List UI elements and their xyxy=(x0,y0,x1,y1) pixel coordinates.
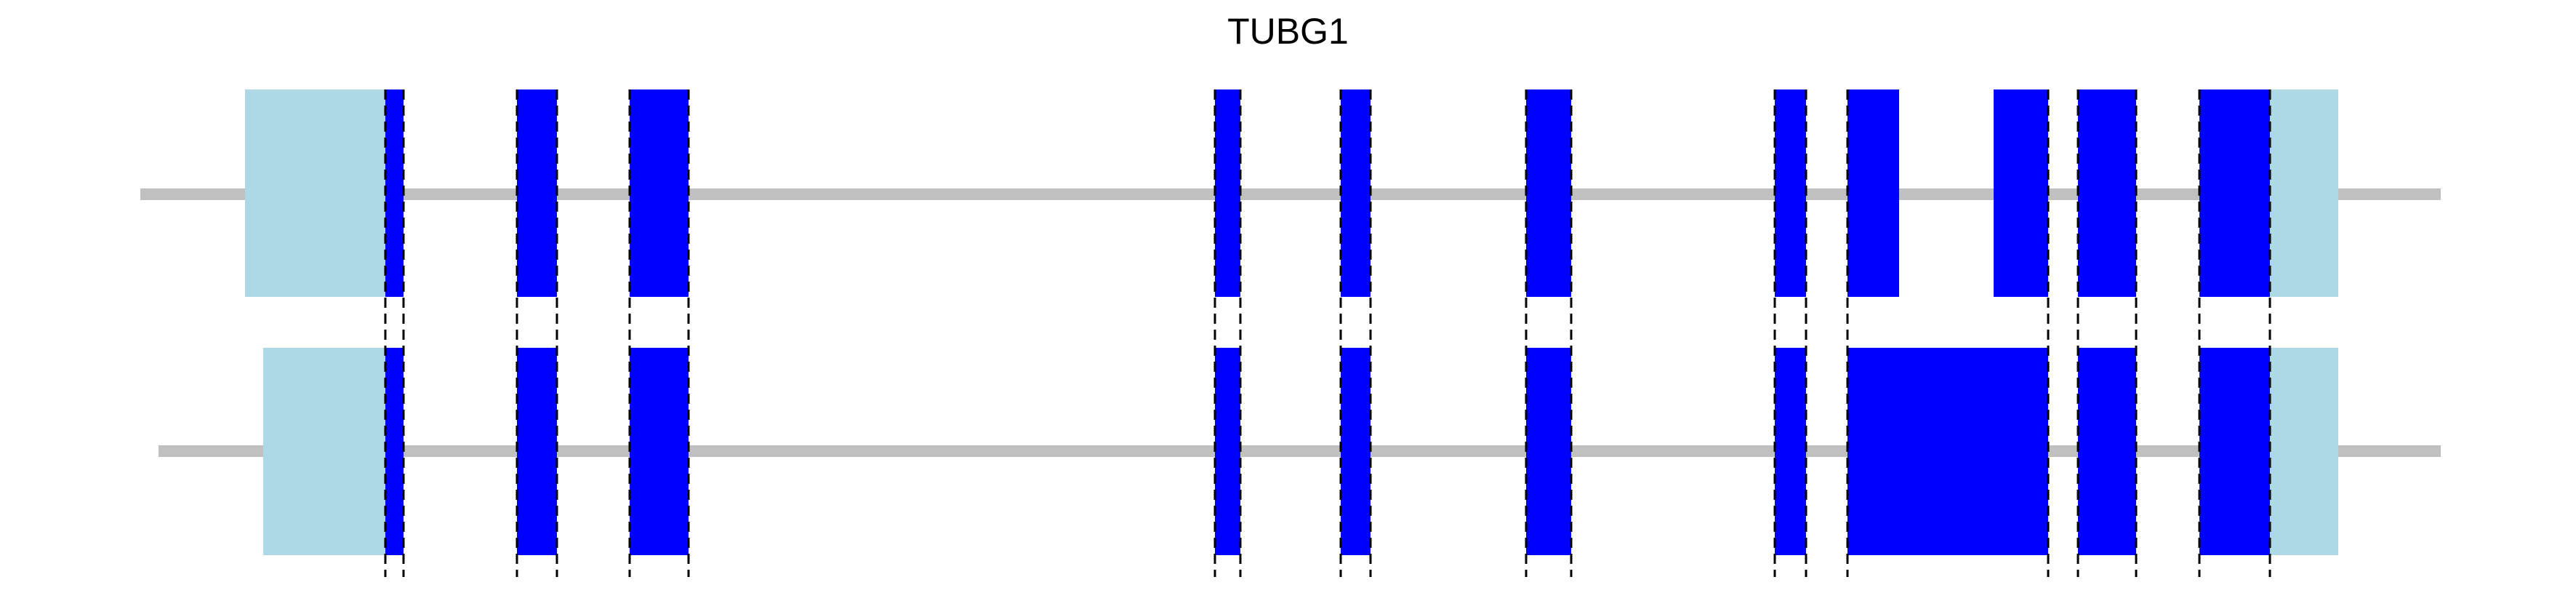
coding-exon xyxy=(1847,89,1899,297)
coding-exon xyxy=(2078,89,2136,297)
coding-exon xyxy=(630,89,689,297)
transcript-2 xyxy=(159,348,2441,555)
coding-exon xyxy=(1215,348,1240,555)
transcript-tracks xyxy=(140,89,2441,555)
coding-exon xyxy=(1526,348,1571,555)
coding-exon xyxy=(385,89,404,297)
exon-boundary-guides xyxy=(384,89,2271,577)
coding-exon xyxy=(1341,89,1371,297)
utr-block xyxy=(263,348,385,555)
coding-exon xyxy=(2199,348,2270,555)
coding-exon xyxy=(1341,348,1371,555)
coding-exon xyxy=(517,348,557,555)
coding-exon xyxy=(517,89,557,297)
coding-exon xyxy=(1775,89,1806,297)
coding-exon xyxy=(2199,89,2270,297)
utr-block xyxy=(245,89,385,297)
transcript-1 xyxy=(140,89,2441,297)
coding-exon xyxy=(385,348,404,555)
coding-exon xyxy=(1994,89,2048,297)
utr-block xyxy=(2270,89,2338,297)
coding-exon xyxy=(1215,89,1240,297)
coding-exon xyxy=(1526,89,1571,297)
coding-exon xyxy=(630,348,689,555)
utr-block xyxy=(2270,348,2338,555)
coding-exon xyxy=(1847,348,2048,555)
figure-title: TUBG1 xyxy=(1227,11,1349,52)
coding-exon xyxy=(1775,348,1806,555)
coding-exon xyxy=(2078,348,2136,555)
